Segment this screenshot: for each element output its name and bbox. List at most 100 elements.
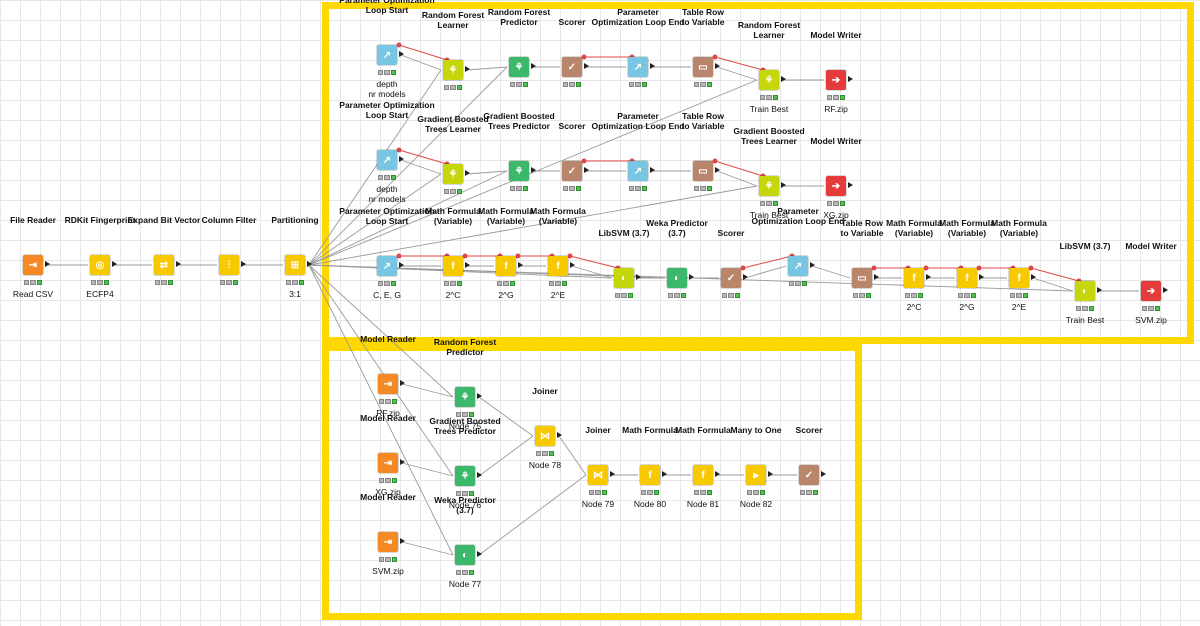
node-title: Weka Predictor (3.7): [646, 218, 708, 238]
partition-icon[interactable]: ⊞: [285, 255, 305, 275]
column-filter-icon[interactable]: ⫶: [219, 255, 239, 275]
output-port-icon[interactable]: [1097, 287, 1102, 293]
output-port-icon[interactable]: [400, 459, 405, 465]
math-formula-icon[interactable]: f: [693, 465, 713, 485]
scorer-icon[interactable]: ✓: [562, 161, 582, 181]
output-port-icon[interactable]: [477, 472, 482, 478]
table-row-variable-icon[interactable]: ▭: [693, 57, 713, 77]
output-port-icon[interactable]: [848, 182, 853, 188]
tree-predictor-icon[interactable]: ⚘: [455, 466, 475, 486]
output-port-icon[interactable]: [926, 274, 931, 280]
output-port-icon[interactable]: [531, 63, 536, 69]
tree-predictor-icon[interactable]: ⚘: [509, 161, 529, 181]
scorer-icon[interactable]: ✓: [721, 268, 741, 288]
output-port-icon[interactable]: [307, 261, 312, 267]
math-formula-icon[interactable]: f: [548, 256, 568, 276]
output-port-icon[interactable]: [241, 261, 246, 267]
node-annotation: Node 81: [686, 499, 720, 509]
math-formula-icon[interactable]: f: [496, 256, 516, 276]
output-port-icon[interactable]: [715, 471, 720, 477]
weka-predictor-icon[interactable]: ◐: [667, 268, 687, 288]
scorer-icon[interactable]: ✓: [562, 57, 582, 77]
output-port-icon[interactable]: [518, 262, 523, 268]
output-port-icon[interactable]: [557, 432, 562, 438]
joiner-icon[interactable]: ⋈: [588, 465, 608, 485]
output-port-icon[interactable]: [650, 167, 655, 173]
loop-start-icon[interactable]: ↗: [377, 256, 397, 276]
expand-icon[interactable]: ⇄: [154, 255, 174, 275]
output-port-icon[interactable]: [768, 471, 773, 477]
output-port-icon[interactable]: [570, 262, 575, 268]
svm-learner-icon[interactable]: ◐: [614, 268, 634, 288]
loop-start-icon[interactable]: ↗: [377, 150, 397, 170]
svm-learner-icon[interactable]: ◐: [1075, 281, 1095, 301]
output-port-icon[interactable]: [781, 76, 786, 82]
output-port-icon[interactable]: [810, 262, 815, 268]
table-row-variable-icon[interactable]: ▭: [852, 268, 872, 288]
math-formula-icon[interactable]: f: [904, 268, 924, 288]
loop-start-icon[interactable]: ↗: [377, 45, 397, 65]
output-port-icon[interactable]: [848, 76, 853, 82]
model-reader-icon[interactable]: ⇥: [378, 532, 398, 552]
tree-learner-icon[interactable]: ⚘: [443, 164, 463, 184]
output-port-icon[interactable]: [743, 274, 748, 280]
output-port-icon[interactable]: [477, 393, 482, 399]
data-connection: [478, 435, 534, 477]
output-port-icon[interactable]: [465, 262, 470, 268]
output-port-icon[interactable]: [465, 66, 470, 72]
output-port-icon[interactable]: [1031, 274, 1036, 280]
output-port-icon[interactable]: [1163, 287, 1168, 293]
output-port-icon[interactable]: [584, 167, 589, 173]
output-port-icon[interactable]: [45, 261, 50, 267]
tree-learner-icon[interactable]: ⚘: [443, 60, 463, 80]
node-annotation: XG.zip: [823, 210, 849, 220]
tree-learner-icon[interactable]: ⚘: [759, 70, 779, 90]
output-port-icon[interactable]: [610, 471, 615, 477]
model-writer-icon[interactable]: ➔: [826, 70, 846, 90]
output-port-icon[interactable]: [715, 167, 720, 173]
output-port-icon[interactable]: [979, 274, 984, 280]
joiner-icon[interactable]: ⋈: [535, 426, 555, 446]
output-port-icon[interactable]: [176, 261, 181, 267]
output-port-icon[interactable]: [821, 471, 826, 477]
tree-predictor-icon[interactable]: ⚘: [509, 57, 529, 77]
output-port-icon[interactable]: [399, 51, 404, 57]
table-row-variable-icon[interactable]: ▭: [693, 161, 713, 181]
fingerprint-icon[interactable]: ◎: [90, 255, 110, 275]
math-formula-icon[interactable]: f: [640, 465, 660, 485]
output-port-icon[interactable]: [715, 63, 720, 69]
file-reader-icon[interactable]: ⇥: [23, 255, 43, 275]
loop-end-icon[interactable]: ↗: [788, 256, 808, 276]
output-port-icon[interactable]: [477, 551, 482, 557]
output-port-icon[interactable]: [636, 274, 641, 280]
math-formula-icon[interactable]: f: [1009, 268, 1029, 288]
node-title: Math Formula: [622, 425, 678, 435]
model-reader-icon[interactable]: ⇥: [378, 453, 398, 473]
math-formula-icon[interactable]: f: [443, 256, 463, 276]
weka-predictor-icon[interactable]: ◐: [455, 545, 475, 565]
output-port-icon[interactable]: [662, 471, 667, 477]
output-port-icon[interactable]: [465, 170, 470, 176]
loop-end-icon[interactable]: ↗: [628, 57, 648, 77]
math-formula-icon[interactable]: f: [957, 268, 977, 288]
model-reader-icon[interactable]: ⇥: [378, 374, 398, 394]
model-writer-icon[interactable]: ➔: [826, 176, 846, 196]
output-port-icon[interactable]: [399, 262, 404, 268]
output-port-icon[interactable]: [689, 274, 694, 280]
tree-predictor-icon[interactable]: ⚘: [455, 387, 475, 407]
output-port-icon[interactable]: [781, 182, 786, 188]
model-writer-icon[interactable]: ➔: [1141, 281, 1161, 301]
output-port-icon[interactable]: [874, 274, 879, 280]
output-port-icon[interactable]: [584, 63, 589, 69]
output-port-icon[interactable]: [531, 167, 536, 173]
many-to-one-icon[interactable]: ⫸: [746, 465, 766, 485]
output-port-icon[interactable]: [650, 63, 655, 69]
output-port-icon[interactable]: [400, 380, 405, 386]
scorer-icon[interactable]: ✓: [799, 465, 819, 485]
tree-learner-icon[interactable]: ⚘: [759, 176, 779, 196]
output-port-icon[interactable]: [112, 261, 117, 267]
output-port-icon[interactable]: [400, 538, 405, 544]
output-port-icon[interactable]: [399, 156, 404, 162]
loop-end-icon[interactable]: ↗: [628, 161, 648, 181]
node-status-traffic-light: [722, 293, 740, 298]
